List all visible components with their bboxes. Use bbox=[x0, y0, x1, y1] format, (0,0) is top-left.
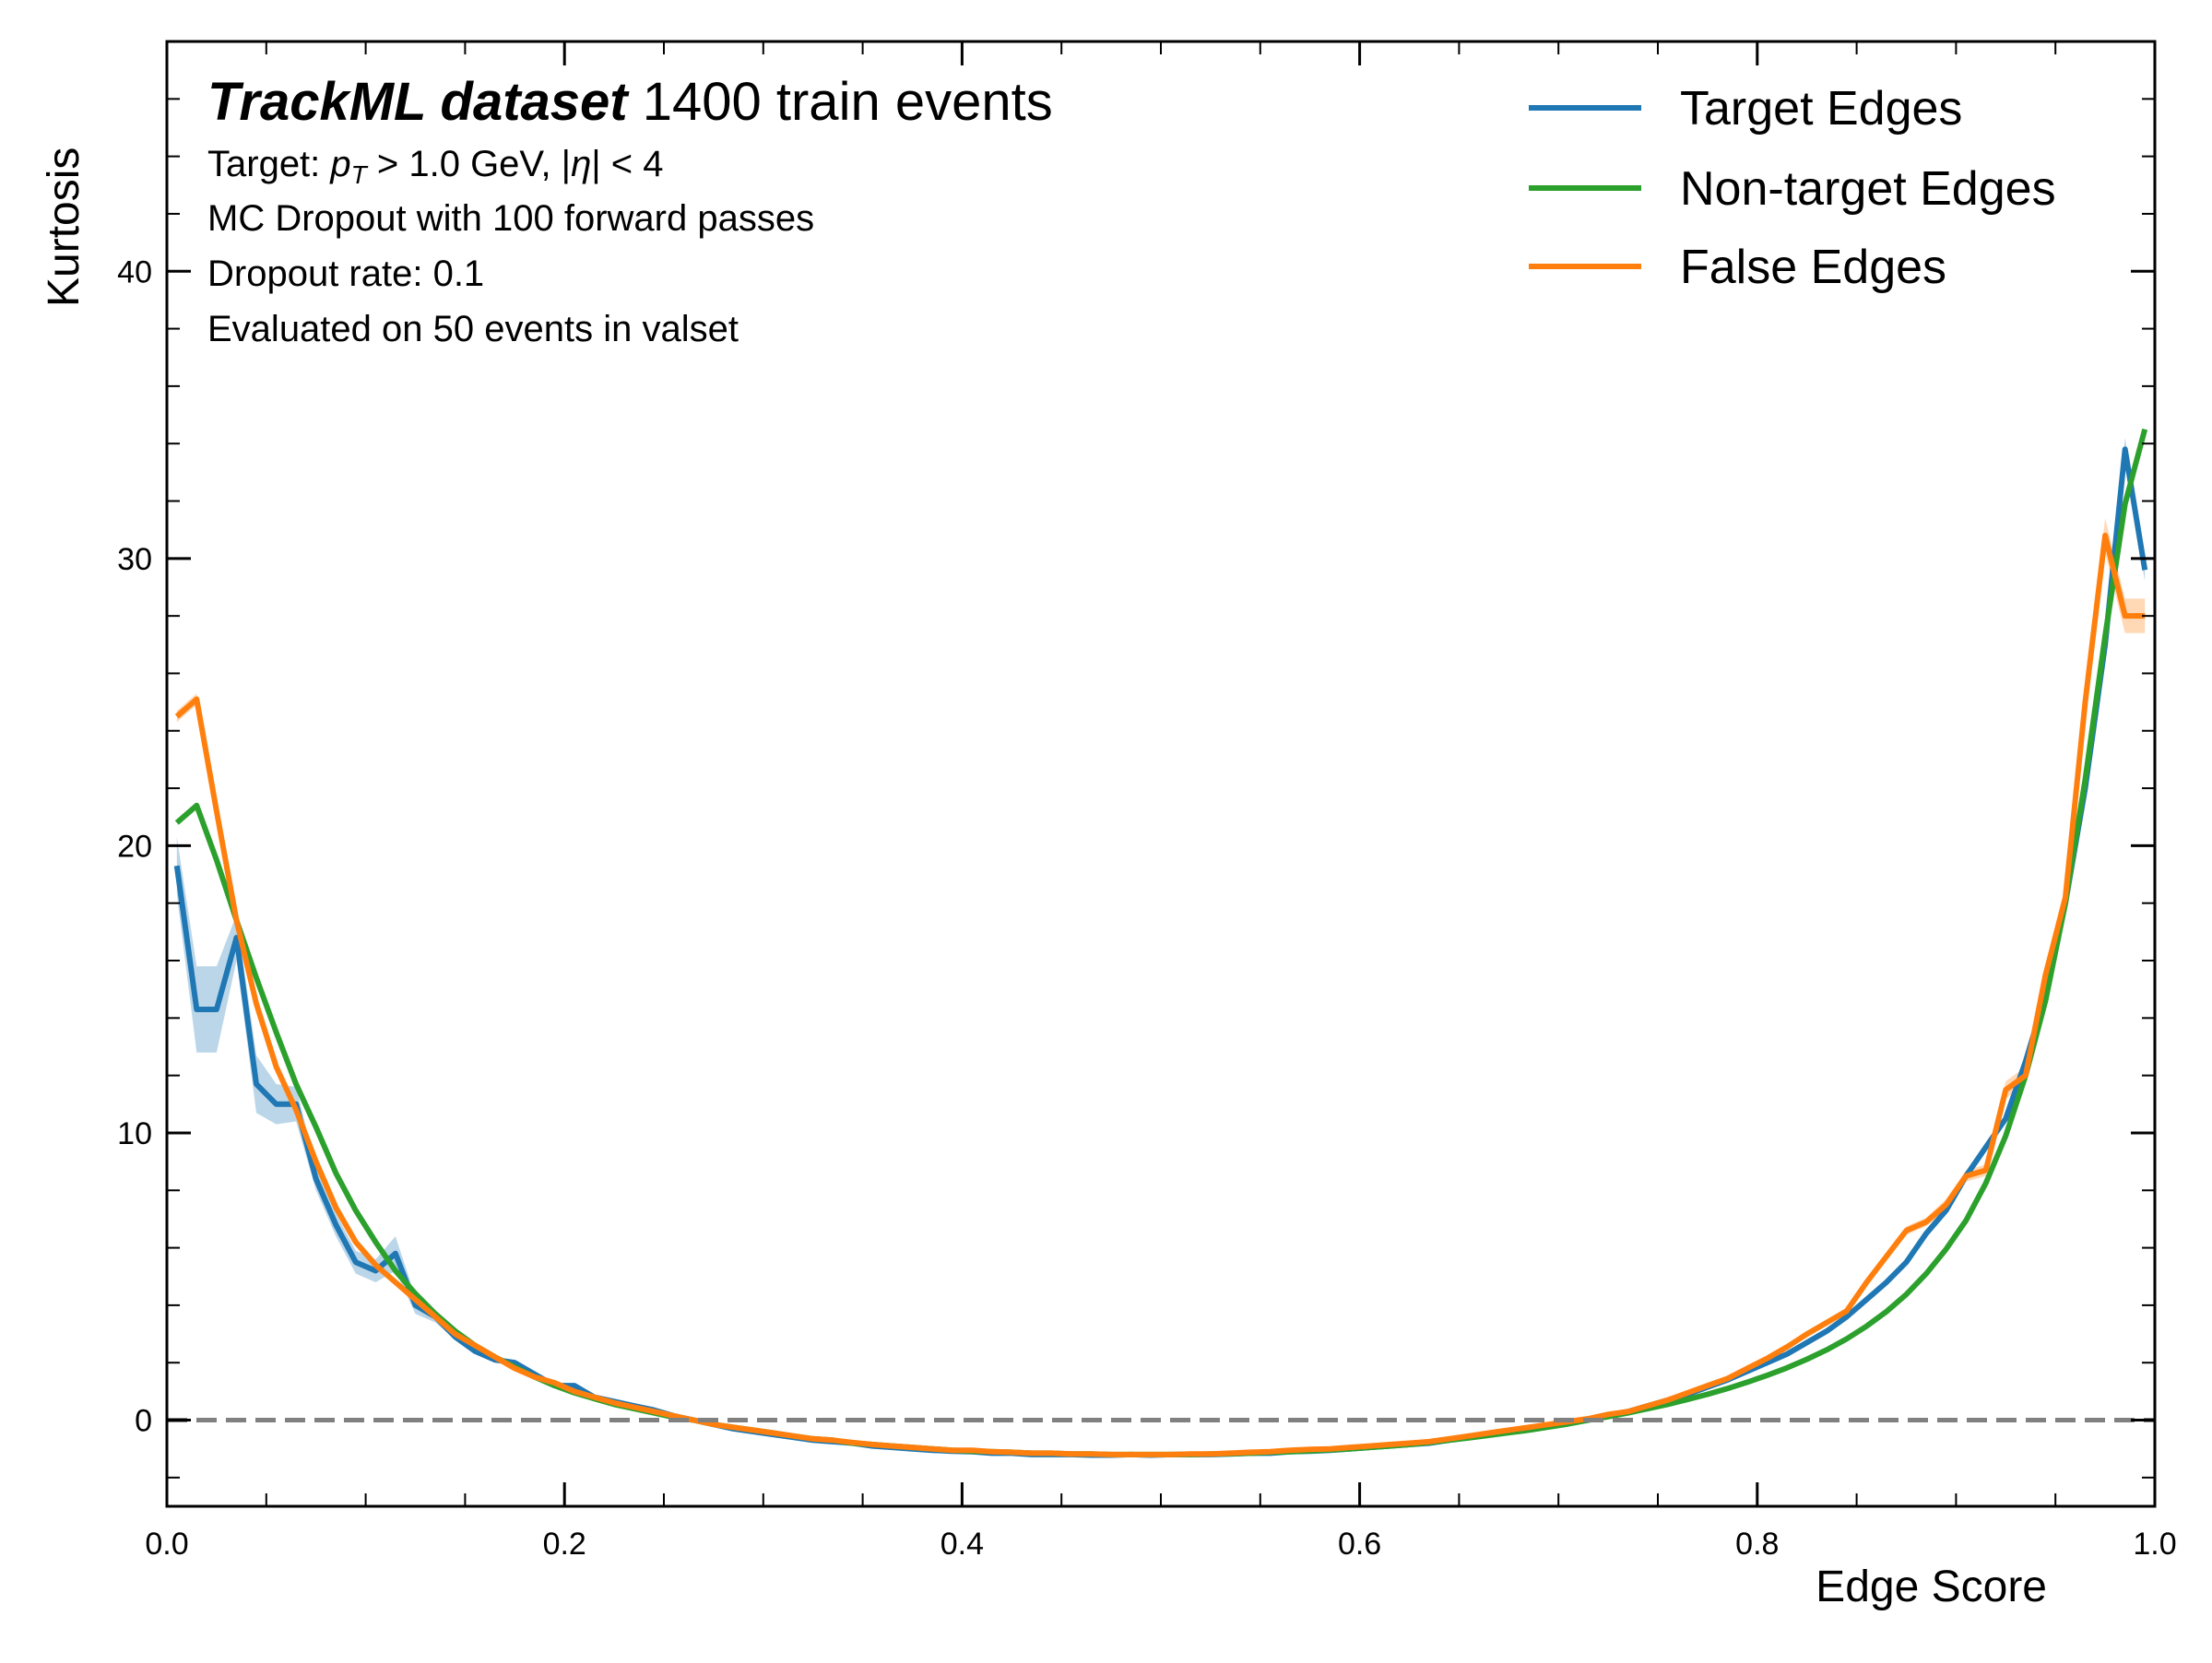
annotation-line-dropout-rate: Dropout rate: 0.1 bbox=[207, 254, 484, 294]
y-axis-title: Kurtosis bbox=[40, 147, 89, 307]
y-tick-label: 20 bbox=[117, 829, 152, 864]
legend-label-target: Target Edges bbox=[1680, 82, 1962, 136]
legend-label-false: False Edges bbox=[1680, 241, 1946, 294]
y-tick-label: 10 bbox=[117, 1116, 152, 1151]
series-line-2 bbox=[174, 532, 2146, 1457]
x-tick-label: 0.6 bbox=[1338, 1527, 1381, 1562]
annotation-target-prefix: Target: bbox=[207, 144, 330, 184]
x-tick-label: 0.4 bbox=[940, 1527, 984, 1562]
y-tick-labels: 0 10 20 30 40 bbox=[117, 254, 152, 1438]
annotation-target-end: | < 4 bbox=[591, 144, 663, 184]
x-tick-labels: 0.0 0.2 0.4 0.6 0.8 1.0 bbox=[145, 1527, 2176, 1562]
annotation-target-mid: > 1.0 GeV, | bbox=[367, 144, 571, 184]
y-tick-label: 0 bbox=[135, 1404, 152, 1439]
x-tick-label: 1.0 bbox=[2133, 1527, 2176, 1562]
annotation-pt-subscript: T bbox=[351, 160, 369, 189]
annotation-block: TrackML dataset 1400 train events Target… bbox=[207, 72, 1053, 349]
y-tick-label: 30 bbox=[117, 542, 152, 577]
legend-label-non-target: Non-target Edges bbox=[1680, 162, 2056, 216]
x-tick-label: 0.2 bbox=[543, 1527, 586, 1562]
annotation-title-bold: TrackML dataset bbox=[207, 72, 630, 132]
plot-frame bbox=[165, 40, 2157, 1508]
x-tick-label: 0.0 bbox=[145, 1527, 188, 1562]
annotation-line-target: Target: pT > 1.0 GeV, |η| < 4 bbox=[207, 144, 664, 189]
y-tick-label: 40 bbox=[117, 254, 152, 289]
legend: Target Edges Non-target Edges False Edge… bbox=[1529, 82, 2056, 294]
annotation-title: TrackML dataset 1400 train events bbox=[207, 72, 1053, 132]
annotation-pt-symbol: p bbox=[329, 144, 350, 184]
annotation-line-mc-dropout: MC Dropout with 100 forward passes bbox=[207, 198, 814, 239]
annotation-eta-symbol: η bbox=[571, 144, 591, 184]
series-lines bbox=[173, 428, 2148, 1458]
axis-ticks bbox=[165, 41, 2157, 1506]
annotation-line-evaluated: Evaluated on 50 events in valset bbox=[207, 309, 739, 349]
annotation-title-rest: 1400 train events bbox=[628, 72, 1053, 132]
x-tick-label: 0.8 bbox=[1735, 1527, 1779, 1562]
x-axis-title: Edge Score bbox=[1816, 1563, 2047, 1611]
